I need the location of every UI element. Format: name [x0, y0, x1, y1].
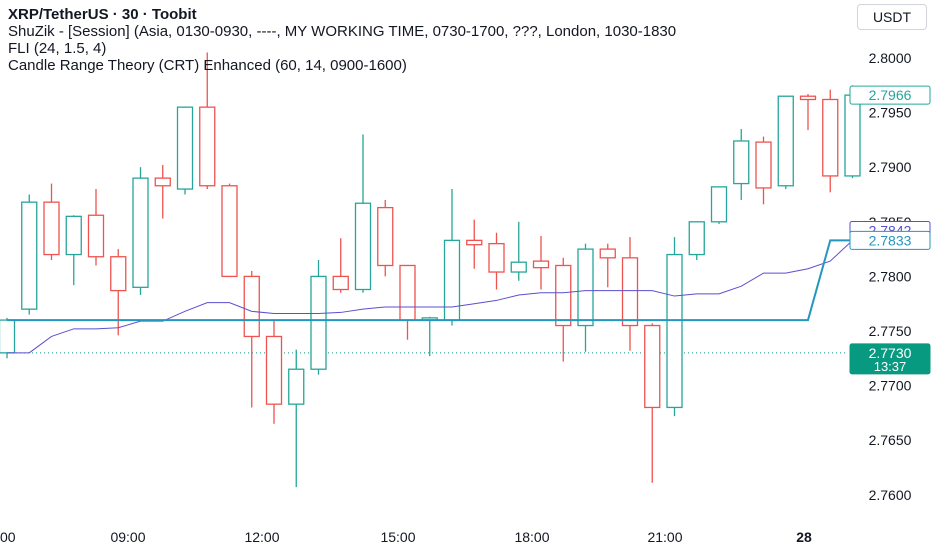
candle-body [243, 275, 260, 338]
candle-body [510, 261, 527, 273]
candle-body [65, 215, 82, 256]
candle-body [755, 141, 772, 189]
candle-body [799, 95, 817, 101]
price-label-text: 2.7730 [869, 345, 912, 361]
candle-body [0, 319, 16, 354]
x-tick-label: 15:00 [380, 529, 415, 545]
price-label-current [849, 343, 931, 375]
candle-body [199, 106, 216, 187]
crt-indicator-label[interactable]: Candle Range Theory (CRT) Enhanced (60, … [8, 57, 407, 74]
candle-body [221, 185, 238, 278]
fli-line [7, 230, 875, 354]
x-tick-label: 18:00 [514, 529, 549, 545]
candle-body [354, 202, 372, 291]
candle-body [621, 257, 639, 327]
x-tick-label: 06:00 [0, 529, 16, 545]
countdown-label: 13:37 [874, 359, 907, 374]
candle-body [599, 248, 616, 259]
session-indicator-label[interactable]: ShuZik - [Session] (Asia, 0130-0930, ---… [8, 23, 677, 40]
x-tick-label: 21:00 [647, 529, 682, 545]
candle-body [21, 201, 38, 310]
price-label-up [849, 85, 931, 105]
candle-body [777, 95, 794, 187]
candle-body [176, 106, 194, 190]
candle-body [87, 214, 105, 258]
y-tick-label: 2.7750 [869, 323, 912, 339]
candle-body [332, 275, 349, 291]
candle-body [466, 239, 483, 246]
currency-button[interactable]: USDT [857, 4, 927, 30]
y-tick-label: 2.8000 [869, 50, 912, 66]
x-tick-label: 28 [796, 529, 812, 545]
candle-body [43, 201, 60, 256]
candle-body [733, 140, 750, 185]
candle-body [377, 206, 394, 267]
candle-body [666, 253, 683, 409]
crt-line [7, 239, 875, 322]
price-label-text: 2.7966 [869, 87, 912, 103]
y-tick-label: 2.7900 [869, 159, 912, 175]
candle-body [443, 239, 461, 321]
fli-indicator-label[interactable]: FLI (24, 1.5, 4) [8, 40, 107, 57]
candle-body [532, 260, 550, 269]
candle-body [132, 177, 149, 288]
candle-body [710, 186, 728, 223]
candle-body [577, 248, 594, 327]
candle-body [844, 94, 861, 177]
candle-body [154, 177, 171, 187]
candle-body [310, 275, 327, 370]
y-tick-label: 2.7600 [869, 487, 912, 503]
chart-legend: XRP/TetherUS · 30 · Toobit ShuZik - [Ses… [8, 6, 676, 74]
candle-body [288, 368, 305, 405]
y-tick-label: 2.7650 [869, 432, 912, 448]
price-label-crt [849, 230, 931, 250]
x-tick-label: 12:00 [244, 529, 279, 545]
y-tick-label: 2.7800 [869, 268, 912, 284]
candle-body [555, 264, 572, 327]
y-tick-label: 2.7950 [869, 105, 912, 121]
price-label-text: 2.7833 [869, 232, 912, 248]
candle-body [644, 324, 661, 409]
candle-body [688, 221, 705, 256]
x-tick-label: 09:00 [110, 529, 145, 545]
y-tick-label: 2.7700 [869, 378, 912, 394]
candle-body [488, 242, 505, 273]
candle-body [110, 256, 127, 292]
candle-body [265, 335, 283, 405]
candle-body [822, 98, 839, 177]
candle-body [399, 264, 416, 321]
symbol-title[interactable]: XRP/TetherUS · 30 · Toobit [8, 6, 197, 23]
